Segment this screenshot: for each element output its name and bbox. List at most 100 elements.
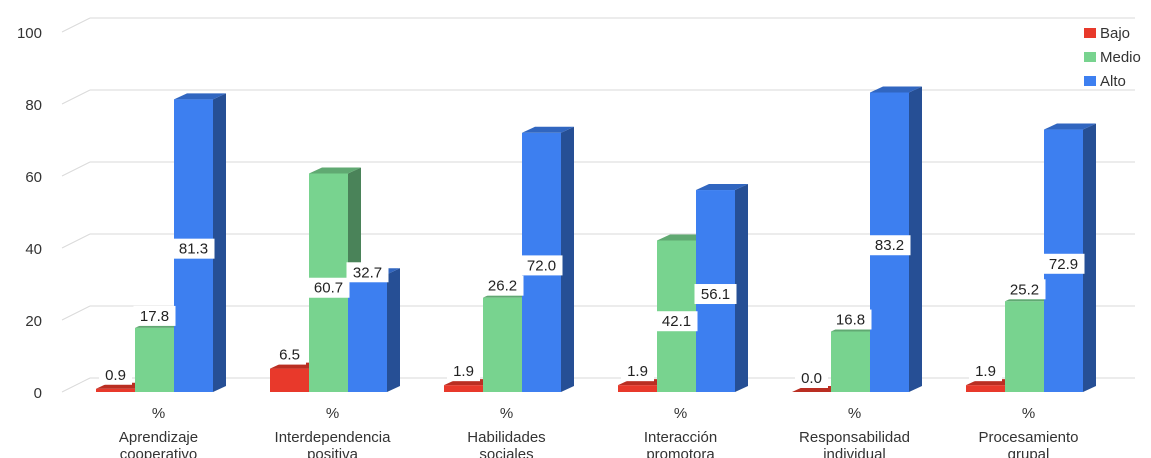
data-label-medio: 16.8 — [829, 309, 872, 330]
bar-top — [870, 86, 922, 93]
x-tick-label-line1: Interdependencia — [275, 429, 392, 446]
y-tick-label: 80 — [25, 97, 42, 114]
x-tick-symbol: % — [674, 405, 687, 422]
data-label-text: 42.1 — [662, 313, 691, 330]
data-label-box — [481, 275, 524, 296]
grid-line-diagonal — [61, 305, 91, 321]
legend-item-alto: Alto — [1084, 73, 1126, 90]
data-label-alto: 72.0 — [520, 255, 563, 276]
data-label-box — [868, 235, 911, 256]
data-label-text: 56.1 — [701, 286, 730, 303]
data-label-alto: 56.1 — [694, 284, 737, 305]
data-label-text: 0.9 — [105, 367, 126, 384]
x-tick-label-line2: sociales — [479, 446, 533, 458]
data-label-box — [795, 368, 828, 388]
y-tick-label: 100 — [17, 25, 42, 42]
data-label-box — [133, 305, 176, 326]
data-label-alto: 83.2 — [868, 235, 911, 256]
data-label-text: 72.9 — [1049, 256, 1078, 273]
legend-item-medio: Medio — [1084, 49, 1141, 66]
data-label-box — [273, 344, 306, 365]
data-label-text: 81.3 — [179, 241, 208, 258]
bar-front — [96, 388, 135, 392]
data-label-medio: 60.7 — [307, 277, 350, 298]
data-label-box — [969, 361, 1002, 382]
bar-front — [348, 274, 387, 392]
data-label-bajo: 0.9 — [99, 364, 132, 385]
bars — [96, 86, 1096, 393]
legend-swatch — [1084, 52, 1096, 62]
legend-label: Alto — [1100, 73, 1126, 90]
y-tick-label: 20 — [25, 313, 42, 330]
data-label-text: 60.7 — [314, 280, 343, 297]
x-tick-label-line1: Aprendizaje — [119, 429, 198, 446]
x-tick-label-line2: cooperativo — [120, 446, 198, 458]
bar-front — [270, 368, 309, 392]
bar-top — [522, 126, 574, 133]
grid-line-diagonal — [61, 233, 91, 249]
data-label-box — [99, 364, 132, 385]
data-label-text: 26.2 — [488, 278, 517, 295]
data-label-box — [694, 284, 737, 305]
x-tick-symbol: % — [500, 405, 513, 422]
x-tick-symbol: % — [848, 405, 861, 422]
data-label-bajo: 1.9 — [621, 361, 654, 382]
data-label-text: 16.8 — [836, 312, 865, 329]
x-tick-label-line1: Procesamiento — [978, 429, 1078, 446]
data-label-box — [621, 361, 654, 382]
legend-label: Bajo — [1100, 25, 1130, 42]
bar-front — [444, 385, 483, 392]
x-tick-label-line1: Habilidades — [467, 429, 545, 446]
bar-side — [561, 126, 574, 393]
y-tick-label: 40 — [25, 241, 42, 258]
data-label-text: 32.7 — [353, 264, 382, 281]
bar-top — [1044, 123, 1096, 130]
bar-front — [1005, 301, 1044, 392]
legend-swatch — [1084, 76, 1096, 86]
data-label-text: 0.0 — [801, 370, 822, 387]
data-label-box — [1003, 279, 1046, 300]
legend: Bajo Medio Alto — [1084, 25, 1141, 90]
bar-front — [618, 385, 657, 392]
x-tick-symbol: % — [326, 405, 339, 422]
data-label-text: 6.5 — [279, 347, 300, 364]
data-label-bajo: 1.9 — [969, 361, 1002, 382]
grid-lines — [61, 17, 1135, 393]
data-label-text: 72.0 — [527, 257, 556, 274]
data-labels: 0.9 6.5 1.9 1.9 0.0 1.9 17.8 60.7 26.2 42.1 16.8 25… — [99, 235, 1085, 388]
data-label-box — [1042, 253, 1085, 274]
bar-top — [696, 184, 748, 191]
data-label-text: 1.9 — [627, 363, 648, 380]
x-tick-label-line2: positiva — [307, 446, 359, 458]
data-label-alto: 72.9 — [1042, 253, 1085, 274]
x-tick-label-line2: grupal — [1008, 446, 1050, 458]
x-tick-label-line2: individual — [823, 446, 886, 458]
grid-line-diagonal — [61, 377, 91, 393]
legend-swatch — [1084, 28, 1096, 38]
data-label-medio: 26.2 — [481, 275, 524, 296]
bar-side — [909, 86, 922, 392]
bar-top — [174, 93, 226, 100]
data-label-bajo: 1.9 — [447, 361, 480, 382]
x-tick-symbol: % — [1022, 405, 1035, 422]
data-label-text: 25.2 — [1010, 281, 1039, 298]
bar-side — [735, 184, 748, 392]
bar-alto — [348, 268, 400, 392]
x-tick-label-line1: Interacción — [644, 429, 717, 446]
data-label-box — [346, 262, 389, 283]
data-label-text: 1.9 — [975, 363, 996, 380]
x-tick-symbol: % — [152, 405, 165, 422]
data-label-box — [447, 361, 480, 382]
bar-front — [966, 385, 1005, 392]
x-tick-label-line2: promotora — [646, 446, 715, 458]
data-label-box — [655, 311, 698, 332]
data-label-bajo: 0.0 — [795, 368, 828, 388]
data-label-box — [520, 255, 563, 276]
x-tick-label-line1: Responsabilidad — [799, 429, 910, 446]
data-label-box — [307, 277, 350, 298]
data-label-medio: 42.1 — [655, 311, 698, 332]
bar-top — [309, 167, 361, 174]
bar-side — [1083, 123, 1096, 392]
